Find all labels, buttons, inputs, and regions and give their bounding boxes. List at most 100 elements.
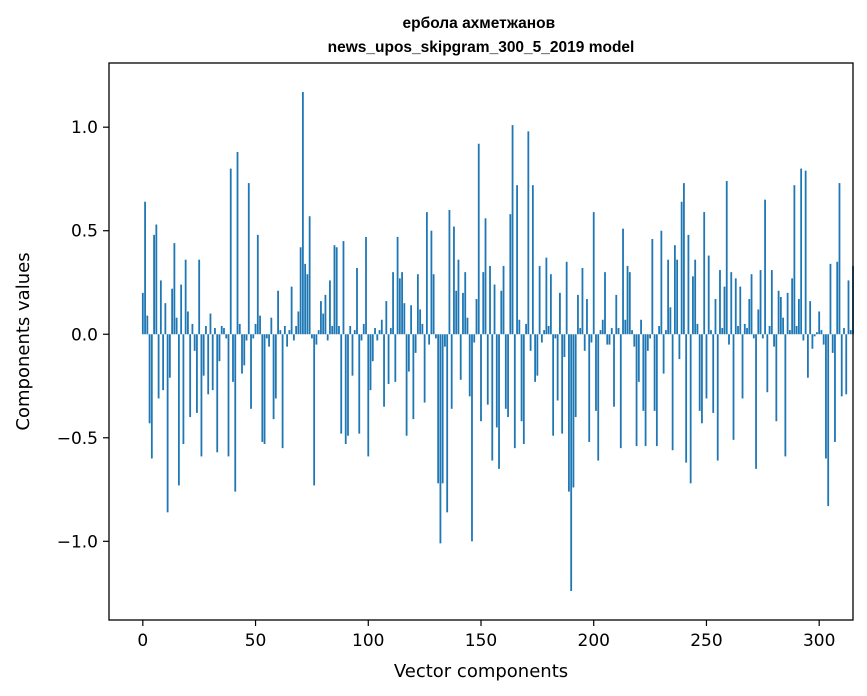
bar [795, 325, 798, 335]
bar [779, 296, 782, 335]
bar [737, 325, 739, 335]
bar [640, 319, 642, 335]
bar [403, 303, 406, 335]
bar [644, 334, 647, 447]
bar [809, 301, 812, 335]
bar [676, 259, 679, 335]
bar [766, 334, 769, 393]
bar [721, 328, 724, 335]
bar [261, 334, 264, 442]
bar [840, 334, 843, 397]
bar [669, 307, 672, 335]
bar [613, 334, 615, 407]
bar [374, 328, 376, 335]
bar [353, 330, 356, 335]
y-tick-label: 0.0 [71, 325, 98, 345]
bar [189, 334, 192, 418]
bar [329, 280, 331, 335]
bar [628, 272, 631, 335]
bar [705, 334, 708, 399]
bar [606, 334, 609, 345]
bar [757, 309, 760, 335]
bar [642, 334, 645, 411]
bar [694, 259, 697, 335]
bar [317, 330, 320, 335]
bar [793, 185, 796, 335]
bar [155, 224, 158, 335]
bar [360, 334, 363, 341]
bar [604, 272, 606, 335]
bar [162, 334, 165, 391]
bar [518, 319, 521, 335]
bar [507, 334, 509, 418]
bar [822, 334, 825, 345]
bar [728, 334, 730, 345]
bar [326, 334, 329, 341]
bar [489, 265, 491, 335]
bar [211, 334, 214, 391]
bar [308, 216, 311, 335]
bar [797, 299, 800, 335]
bar [378, 330, 381, 335]
bar [468, 334, 471, 397]
bar [845, 334, 848, 395]
bar [818, 311, 821, 335]
bar [680, 201, 683, 335]
bar [561, 334, 564, 434]
bar [229, 168, 232, 335]
bar [205, 325, 207, 335]
bar [448, 210, 451, 335]
bar [268, 334, 270, 347]
bar [459, 334, 462, 380]
bar [446, 334, 449, 513]
bar [265, 334, 268, 339]
bar [834, 334, 836, 442]
bar [466, 317, 469, 335]
bar [146, 315, 149, 335]
bar [565, 261, 568, 335]
bar [187, 311, 189, 335]
bar [583, 334, 586, 351]
bar [782, 317, 785, 335]
bar [462, 292, 464, 335]
y-tick-label: −1.0 [57, 532, 98, 552]
bar [313, 334, 316, 486]
chart-title-line-1: ербола ахметжанов [403, 15, 556, 32]
bar [164, 303, 167, 335]
bar [554, 334, 557, 339]
y-tick-label: 0.5 [71, 222, 98, 242]
bar [847, 280, 850, 335]
bar [342, 241, 345, 335]
bar [710, 330, 712, 335]
bar [633, 334, 636, 347]
bar [549, 274, 552, 335]
bar [423, 334, 426, 403]
bar [595, 334, 597, 411]
bar [401, 272, 403, 335]
x-tick-label: 200 [578, 631, 610, 651]
bar [389, 328, 392, 335]
bar [719, 270, 721, 335]
x-tick-label: 100 [352, 631, 384, 651]
bar [545, 257, 548, 335]
bar [202, 334, 205, 376]
bar [511, 125, 514, 335]
bar [540, 334, 543, 343]
bar [398, 278, 401, 335]
bar [678, 334, 681, 360]
bar [714, 299, 717, 335]
chart-title-line-2: news_upos_skipgram_300_5_2019 model [328, 39, 635, 56]
bar [777, 290, 780, 335]
bar [716, 334, 719, 461]
bar [396, 236, 399, 335]
bar [619, 334, 622, 449]
bar [811, 334, 814, 349]
bar [383, 334, 385, 407]
bar [245, 334, 248, 341]
bar [829, 263, 832, 335]
bar [536, 334, 539, 376]
bar [159, 280, 162, 335]
bar [247, 183, 250, 335]
bar [407, 334, 410, 372]
bar [599, 330, 602, 335]
